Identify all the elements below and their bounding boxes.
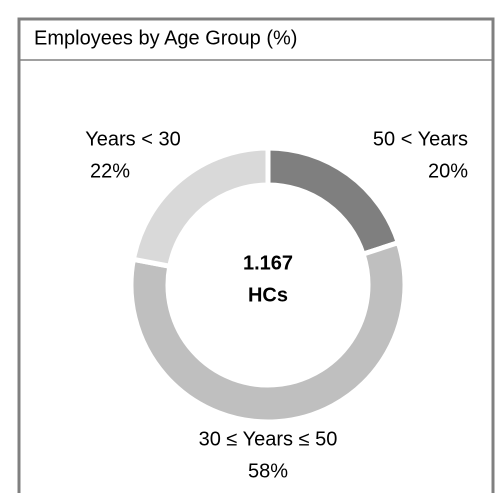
value-label: 20% (428, 160, 468, 182)
donut-segment (128, 239, 408, 425)
donut-segment (130, 145, 271, 270)
center-text: HCs (248, 284, 288, 306)
segment-label: 50 < Years (373, 128, 468, 150)
value-label: 22% (90, 160, 130, 182)
value-label: 58% (248, 460, 288, 482)
chart-title: Employees by Age Group (%) (34, 27, 297, 49)
donut (128, 145, 408, 425)
segment-label: Years < 30 (85, 128, 180, 150)
segment-label: 30 ≤ Years ≤ 50 (199, 428, 338, 450)
center-text: 1.167 (243, 252, 293, 274)
